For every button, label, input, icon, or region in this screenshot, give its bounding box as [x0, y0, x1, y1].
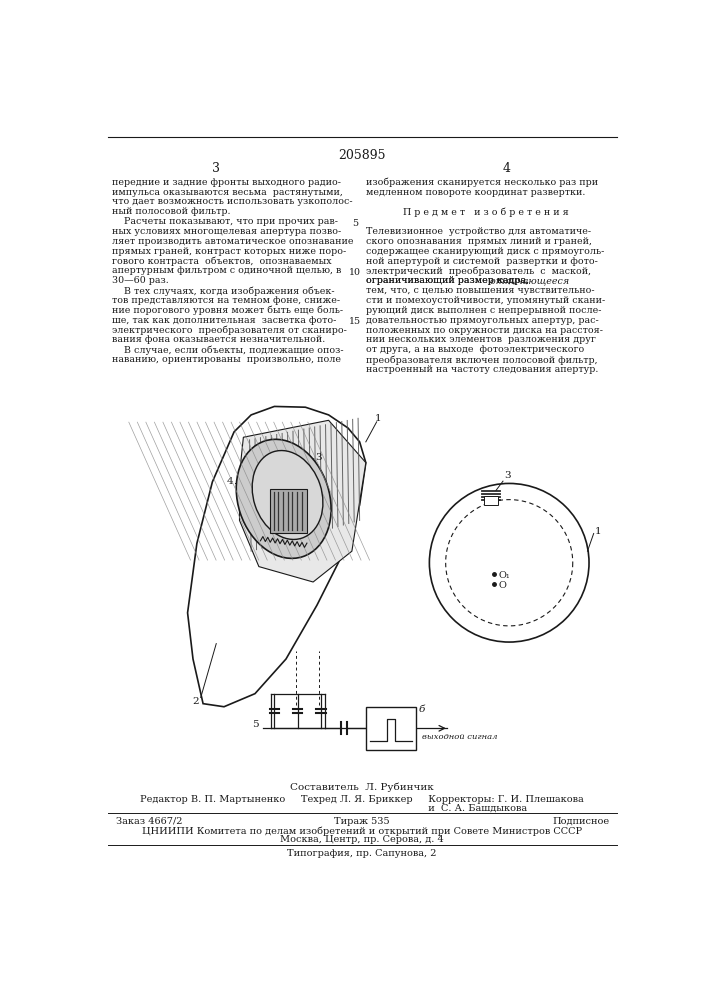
Ellipse shape: [252, 451, 323, 539]
Text: прямых граней, контраст которых ниже поро-: прямых граней, контраст которых ниже пор…: [112, 247, 346, 256]
Polygon shape: [240, 420, 366, 582]
Bar: [366, 707, 416, 750]
Text: довательностью прямоугольных апертур, рас-: довательностью прямоугольных апертур, ра…: [366, 316, 599, 325]
Text: тов представляются на темном фоне, сниже-: тов представляются на темном фоне, сниже…: [112, 296, 340, 305]
Text: Москва, Центр, пр. Серова, д. 4: Москва, Центр, пр. Серова, д. 4: [280, 835, 444, 844]
Text: сти и помехоустойчивости, упомянутый скани-: сти и помехоустойчивости, упомянутый ска…: [366, 296, 605, 305]
Text: ных условиях многощелевая апертура позво-: ных условиях многощелевая апертура позво…: [112, 227, 341, 236]
Text: 2: 2: [192, 698, 199, 706]
Text: отличающееся: отличающееся: [486, 276, 569, 285]
Text: O: O: [498, 581, 506, 590]
Text: ляет производить автоматическое опознавание: ляет производить автоматическое опознава…: [112, 237, 353, 246]
Text: выходной сигнал: выходной сигнал: [422, 733, 498, 741]
Text: Заказ 4667/2: Заказ 4667/2: [115, 817, 182, 826]
Text: В случае, если объекты, подлежащие опоз-: В случае, если объекты, подлежащие опоз-: [112, 345, 344, 355]
Text: тем, что, с целью повышения чувствительно-: тем, что, с целью повышения чувствительн…: [366, 286, 595, 295]
Text: от друга, а на выходе  фотоэлектрического: от друга, а на выходе фотоэлектрического: [366, 345, 584, 354]
Text: рующий диск выполнен с непрерывной после-: рующий диск выполнен с непрерывной после…: [366, 306, 602, 315]
Text: 1: 1: [375, 414, 382, 423]
Text: изображения сканируется несколько раз при: изображения сканируется несколько раз пр…: [366, 178, 598, 187]
Text: 4: 4: [503, 162, 511, 175]
Text: ского опознавания  прямых линий и граней,: ского опознавания прямых линий и граней,: [366, 237, 592, 246]
Text: ограничивающий размер кадра,: ограничивающий размер кадра,: [366, 276, 529, 285]
Text: что дает возможность использовать узкополос-: что дает возможность использовать узкопо…: [112, 197, 352, 206]
Text: положенных по окружности диска на расстоя-: положенных по окружности диска на рассто…: [366, 326, 603, 335]
Text: содержащее сканирующий диск с прямоуголь-: содержащее сканирующий диск с прямоуголь…: [366, 247, 604, 256]
Text: Тираж 535: Тираж 535: [334, 817, 390, 826]
Text: импульса оказываются весьма  растянутыми,: импульса оказываются весьма растянутыми,: [112, 188, 342, 197]
Text: 5: 5: [352, 219, 358, 228]
Text: В тех случаях, когда изображения объек-: В тех случаях, когда изображения объек-: [112, 286, 334, 296]
Text: 1: 1: [595, 527, 602, 536]
Text: Редактор В. П. Мартыненко     Техред Л. Я. Бриккер     Корректоры: Г. И. Плешако: Редактор В. П. Мартыненко Техред Л. Я. Б…: [140, 795, 584, 804]
Text: ограничивающий размер кадра,: ограничивающий размер кадра,: [366, 276, 529, 285]
Bar: [270, 489, 307, 533]
Text: 10: 10: [349, 268, 361, 277]
Text: 5: 5: [252, 720, 259, 729]
Text: наванию, ориентированы  произвольно, поле: наванию, ориентированы произвольно, поле: [112, 355, 341, 364]
Text: и  С. А. Башдыкова: и С. А. Башдыкова: [197, 804, 527, 813]
Text: нии нескольких элементов  разложения друг: нии нескольких элементов разложения друг: [366, 335, 596, 344]
Text: 15: 15: [349, 317, 361, 326]
Text: 3: 3: [315, 453, 322, 462]
Text: Телевизионное  устройство для автоматиче-: Телевизионное устройство для автоматиче-: [366, 227, 591, 236]
Text: ше, так как дополнительная  засветка фото-: ше, так как дополнительная засветка фото…: [112, 316, 336, 325]
Text: электрического  преобразователя от сканиро-: электрического преобразователя от сканир…: [112, 326, 346, 335]
Text: ние порогового уровня может быть еще боль-: ние порогового уровня может быть еще бол…: [112, 306, 343, 315]
Text: Типография, пр. Сапунова, 2: Типография, пр. Сапунова, 2: [287, 849, 437, 858]
Text: 205895: 205895: [338, 149, 386, 162]
Text: ный полосовой фильтр.: ный полосовой фильтр.: [112, 207, 230, 216]
Text: вания фона оказывается незначительной.: вания фона оказывается незначительной.: [112, 335, 325, 344]
Text: П р е д м е т   и з о б р е т е н и я: П р е д м е т и з о б р е т е н и я: [403, 207, 569, 217]
Ellipse shape: [236, 439, 331, 558]
Text: O₁: O₁: [498, 571, 510, 580]
Text: преобразователя включен полосовой фильтр,: преобразователя включен полосовой фильтр…: [366, 355, 597, 365]
Text: ной апертурой и системой  развертки и фото-: ной апертурой и системой развертки и фот…: [366, 257, 597, 266]
Text: 3: 3: [212, 162, 221, 175]
Text: апертурным фильтром с одиночной щелью, в: апертурным фильтром с одиночной щелью, в: [112, 266, 341, 275]
Text: 30—60 раз.: 30—60 раз.: [112, 276, 168, 285]
Text: медленном повороте координат развертки.: медленном повороте координат развертки.: [366, 188, 585, 197]
Text: б: б: [419, 705, 425, 714]
Text: ЦНИИПИ Комитета по делам изобретений и открытий при Совете Министров СССР: ЦНИИПИ Комитета по делам изобретений и о…: [142, 826, 582, 836]
Text: 4: 4: [227, 477, 233, 486]
Text: электрический  преобразователь  с  маской,: электрический преобразователь с маской,: [366, 266, 591, 276]
Text: Расчеты показывают, что при прочих рав-: Расчеты показывают, что при прочих рав-: [112, 217, 338, 226]
Text: гового контраста  объектов,  опознаваемых: гового контраста объектов, опознаваемых: [112, 257, 332, 266]
Text: Составитель  Л. Рубинчик: Составитель Л. Рубинчик: [290, 782, 434, 792]
Bar: [484, 496, 498, 505]
Text: настроенный на частоту следования апертур.: настроенный на частоту следования аперту…: [366, 365, 598, 374]
Polygon shape: [187, 406, 366, 707]
Text: Подписное: Подписное: [552, 817, 609, 826]
Circle shape: [429, 483, 589, 642]
Text: передние и задние фронты выходного радио-: передние и задние фронты выходного радио…: [112, 178, 341, 187]
Text: 3: 3: [504, 471, 510, 480]
